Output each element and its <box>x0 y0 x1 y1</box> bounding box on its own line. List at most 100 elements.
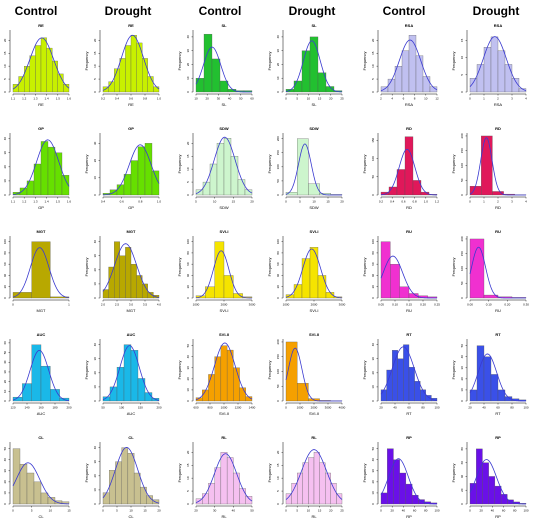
panel-title: MGT <box>37 229 46 234</box>
y-tick-label: 60 <box>371 262 375 266</box>
x-tick-label: 3 <box>511 200 513 204</box>
x-axis-label: RE <box>128 102 134 107</box>
y-axis-label: Frequency <box>267 258 272 277</box>
y-axis-label: Frequency <box>451 464 456 483</box>
y-tick-label: 150 <box>371 137 375 142</box>
x-tick-label: 1400 <box>249 406 256 410</box>
histogram-panel-2: RE Frequency RE 0 5 10 15 20 0.2 0.4 0.6 0.8 1.0 <box>84 23 161 107</box>
y-tick-label: 40 <box>276 35 280 39</box>
x-tick-label: 0 <box>285 200 287 204</box>
x-tick-label: 1.4 <box>45 200 50 204</box>
histogram-panel-25: CLFrequencyCL01020304050051015 <box>3 435 71 519</box>
histogram-bar <box>214 241 225 299</box>
y-tick-label: 10 <box>93 385 97 389</box>
y-tick-label: 100 <box>460 163 464 168</box>
y-tick-label: 0 <box>371 194 375 196</box>
y-tick-label: 100 <box>276 239 280 244</box>
x-tick-label: 20 <box>206 97 210 101</box>
histogram-bar <box>405 483 413 505</box>
x-tick-label: 3000 <box>339 303 346 307</box>
y-tick-label: 200 <box>276 339 280 344</box>
x-tick-label: 20 <box>329 509 333 513</box>
y-tick-label: 80 <box>186 251 190 255</box>
x-tick-label: 1.6 <box>67 97 72 101</box>
histogram-bar <box>500 494 508 505</box>
y-tick-label: 10 <box>3 179 7 183</box>
y-tick-label: 20 <box>276 62 280 66</box>
y-axis-label: Frequency <box>362 52 367 71</box>
histogram-bar <box>239 387 246 402</box>
normal-curve <box>380 346 438 401</box>
histogram-bar <box>19 187 28 196</box>
y-tick-label: 50 <box>186 344 190 348</box>
y-tick-label: 5 <box>460 74 464 76</box>
y-tick-label: 0 <box>371 297 375 299</box>
panel-title: SL <box>221 23 227 28</box>
histogram-bar <box>202 181 211 196</box>
histogram-bar <box>408 35 417 93</box>
column-header-3: Control <box>198 4 242 18</box>
y-tick-label: 10 <box>186 167 190 171</box>
bars <box>285 36 343 93</box>
y-axis-label: Frequency <box>362 464 367 483</box>
bars <box>102 447 160 505</box>
x-tick-label: 1.6 <box>67 200 72 204</box>
x-tick-label: 60 <box>502 509 506 513</box>
y-tick-label: 20 <box>186 450 190 454</box>
x-tick-label: 180 <box>52 406 57 410</box>
histogram-bar <box>52 60 58 93</box>
panel-title: CL <box>38 435 44 440</box>
panel-title: RE <box>38 23 44 28</box>
panel-title: AUC <box>37 332 46 337</box>
y-axis-label: Frequency <box>267 52 272 71</box>
histogram-bar <box>313 452 320 505</box>
histogram-bar <box>291 483 298 505</box>
y-tick-label: 30 <box>371 357 375 361</box>
normal-curve <box>285 449 343 500</box>
y-axis-label: Frequency <box>362 258 367 277</box>
panel-title: RSA <box>405 23 414 28</box>
x-tick-label: 50 <box>101 406 105 410</box>
histogram-bar <box>490 374 499 402</box>
x-axis-label: SL <box>312 102 318 107</box>
histogram-bar <box>211 58 221 93</box>
histogram-bar <box>308 457 315 505</box>
x-tick-label: 1200 <box>235 406 242 410</box>
x-axis-label: AUC <box>127 411 136 416</box>
histogram-bar <box>431 398 438 402</box>
y-axis-label: Frequency <box>451 361 456 380</box>
bars <box>285 138 343 196</box>
x-tick-label: 100 <box>434 509 439 513</box>
y-tick-label: 50 <box>460 178 464 182</box>
panel-title: RP <box>406 435 412 440</box>
bars <box>195 452 253 505</box>
normal-curve <box>380 148 438 196</box>
y-tick-label: 100 <box>276 369 280 374</box>
histogram-bar <box>144 392 153 402</box>
histogram-panel-7: GPFrequencyGP0102030401.11.21.31.41.51.6 <box>3 126 72 210</box>
histogram-bar <box>399 472 407 505</box>
histogram-bar <box>317 275 327 299</box>
y-tick-label: 0 <box>3 503 7 505</box>
y-tick-label: 10 <box>3 64 7 68</box>
x-tick-label: 50 <box>250 509 254 513</box>
x-tick-label: 0 <box>285 406 287 410</box>
y-tick-label: 80 <box>3 251 7 255</box>
histogram-panel-30: RP Frequency RP 0 20 40 60 80 0 20 40 60 80 100 <box>451 435 529 519</box>
y-tick-label: 10 <box>93 488 97 492</box>
y-tick-label: 15 <box>93 51 97 55</box>
normal-curve <box>285 347 342 402</box>
y-tick-label: 0 <box>276 503 280 505</box>
y-tick-label: 20 <box>93 38 97 42</box>
histogram-bar <box>214 356 222 402</box>
y-tick-label: 10 <box>460 56 464 60</box>
y-tick-label: 15 <box>186 154 190 158</box>
x-tick-label: 15 <box>318 97 322 101</box>
x-tick-label: 0.00 <box>467 303 473 307</box>
y-tick-label: 60 <box>276 262 280 266</box>
histogram-bar <box>109 470 116 505</box>
histogram-panel-20: AUC Frequency AUC 0 10 20 30 40 50 100 150 200 <box>84 332 162 416</box>
y-tick-label: 15 <box>3 51 7 55</box>
histogram-bar <box>293 80 303 93</box>
normal-curve <box>380 255 437 299</box>
